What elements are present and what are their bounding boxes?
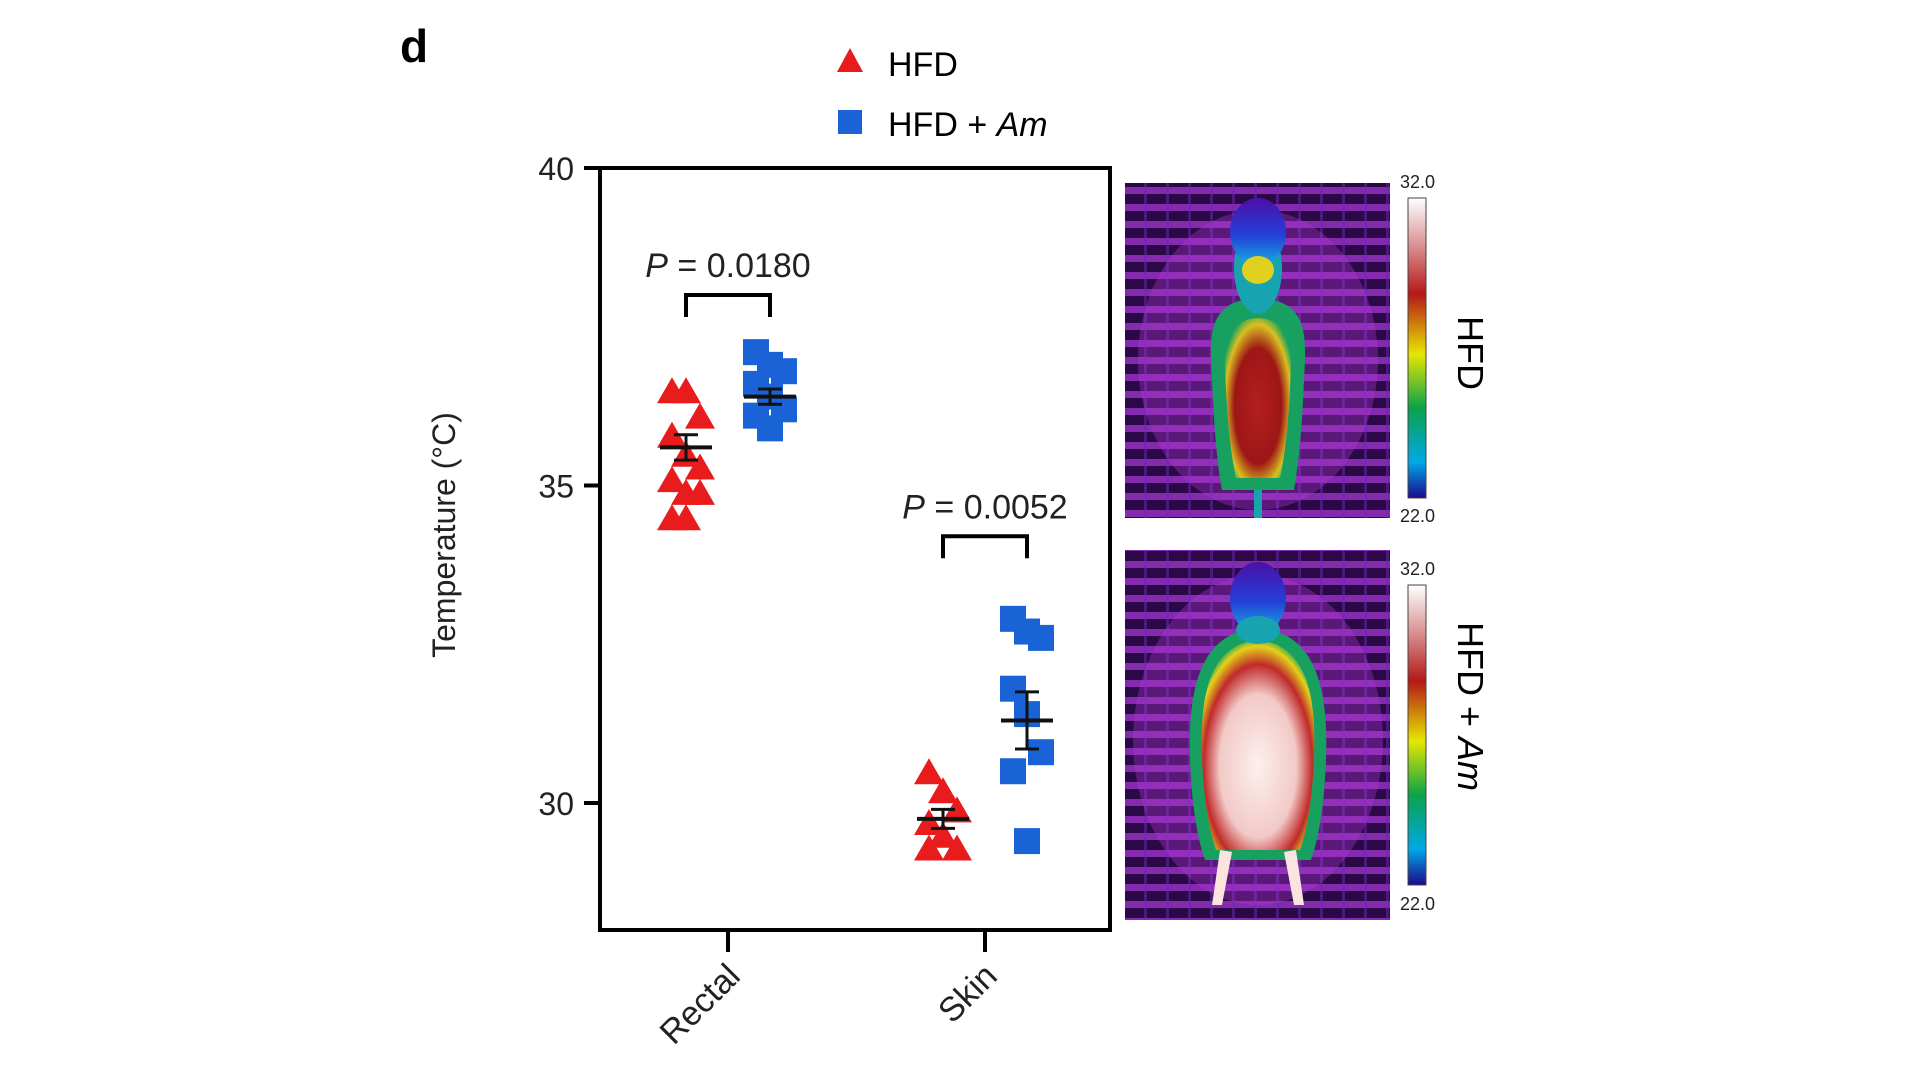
legend-label-hfd: HFD [888,46,958,84]
point-square-rectal-7 [757,415,783,442]
point-triangle-skin-1 [928,777,958,804]
legend: HFD HFD + Am [837,46,1048,144]
panel-label: d [400,20,428,72]
thermal-label-hfd: HFD [1450,316,1491,390]
point-square-skin-7 [1014,828,1040,855]
thermal-scale-max-hfd: 32.0 [1400,172,1435,192]
point-square-rectal-2 [771,358,797,385]
point-triangle-rectal-2 [685,402,715,429]
point-triangle-rectal-1 [671,377,701,404]
plot-frame [598,166,1112,932]
point-square-skin-5 [1028,739,1054,766]
point-triangle-rectal-10 [671,504,701,531]
point-triangle-skin-0 [914,758,944,785]
thermal-scale-max-hfd-am: 32.0 [1400,559,1435,579]
y-tick-label-35: 35 [538,469,574,505]
point-square-skin-2 [1028,624,1054,651]
y-tick-label-30: 30 [538,786,574,822]
point-square-skin-3 [1000,675,1026,702]
point-triangle-skin-2 [942,796,972,823]
legend-marker-hfd [837,48,863,72]
x-axis-ticks: Rectal Skin [653,930,1005,1052]
point-triangle-rectal-5 [685,453,715,480]
y-tick-label-40: 40 [538,151,574,187]
error-bars [660,387,1053,830]
legend-marker-hfd-am [838,110,862,134]
thermal-label-hfd-am: HFD + Am [1450,622,1491,791]
significance-annotations: P = 0.0180 P = 0.0052 [645,247,1068,559]
point-triangle-rectal-6 [657,466,687,493]
thermal-scale-min-hfd: 22.0 [1400,506,1435,526]
p-value-skin: P = 0.0052 [902,488,1067,526]
p-value-rectal: P = 0.0180 [645,247,810,285]
x-tick-label-skin: Skin [931,957,1005,1031]
scatter-plot: Temperature (°C) 30 35 40 Rectal Skin P = 0… [426,151,1112,1052]
point-triangle-rectal-3 [657,421,687,448]
thermal-image-hfd: 32.0 22.0 HFD [1125,172,1491,526]
point-triangle-skin-6 [914,834,944,861]
data-points [657,339,1054,861]
x-tick-label-rectal: Rectal [653,957,748,1052]
point-triangle-skin-5 [942,834,972,861]
y-axis-ticks: 30 35 40 [538,151,600,822]
legend-label-hfd-am: HFD + Am [888,106,1048,144]
y-axis-title: Temperature (°C) [426,412,462,658]
thermal-image-hfd-am: 32.0 22.0 HFD + Am [1125,550,1491,920]
point-square-skin-6 [1000,758,1026,785]
bracket-skin [941,534,1029,559]
bracket-rectal [684,293,772,317]
point-triangle-rectal-8 [685,478,715,505]
thermal-scale-min-hfd-am: 22.0 [1400,894,1435,914]
point-triangle-skin-4 [928,821,958,848]
